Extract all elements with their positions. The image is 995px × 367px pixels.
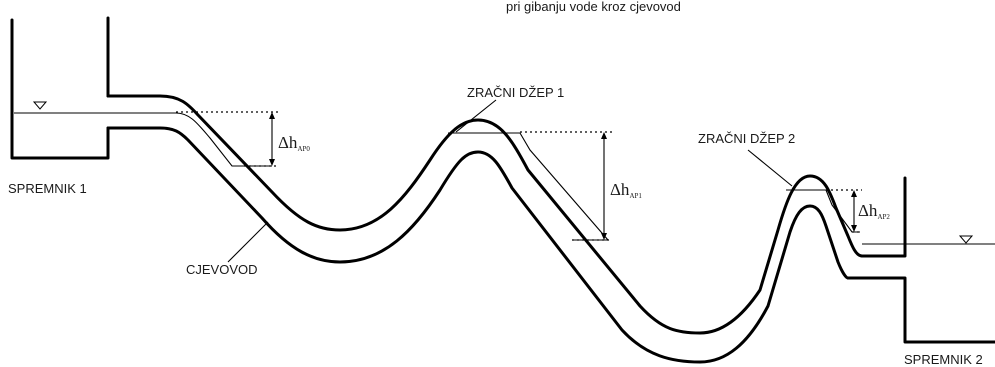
head-loss-ap0-label: ΔhAP0 bbox=[278, 133, 310, 153]
dimension-ap0 bbox=[176, 111, 278, 167]
head-loss-ap1-label: ΔhAP1 bbox=[610, 180, 642, 200]
water-level-icon bbox=[32, 101, 48, 110]
tank-2 bbox=[846, 176, 995, 344]
air-pocket-1-label: ZRAČNI DŽEP 1 bbox=[467, 85, 564, 100]
pipeline bbox=[106, 94, 864, 364]
pipe-label: CJEVOVOD bbox=[186, 262, 258, 277]
head-loss-ap2-label: ΔhAP2 bbox=[858, 201, 890, 221]
dimension-ap2 bbox=[826, 189, 862, 233]
water-level-icon bbox=[958, 235, 974, 244]
tank-2-label: SPREMNIK 2 bbox=[904, 352, 983, 367]
tank-1-label: SPREMNIK 1 bbox=[8, 181, 87, 196]
air-pocket-2-label: ZRAČNI DŽEP 2 bbox=[698, 131, 795, 146]
leader-air-pocket-2 bbox=[747, 149, 793, 187]
dimension-ap1 bbox=[520, 131, 612, 241]
leader-air-pocket-1 bbox=[455, 99, 497, 133]
leader-pipe bbox=[227, 221, 269, 263]
header-fragment: pri gibanju vode kroz cjevovod bbox=[506, 0, 681, 14]
water-line-ap1 bbox=[448, 132, 610, 241]
tank-1 bbox=[10, 16, 110, 160]
water-line-ap2 bbox=[786, 189, 860, 233]
water-line-ap0 bbox=[108, 112, 272, 167]
